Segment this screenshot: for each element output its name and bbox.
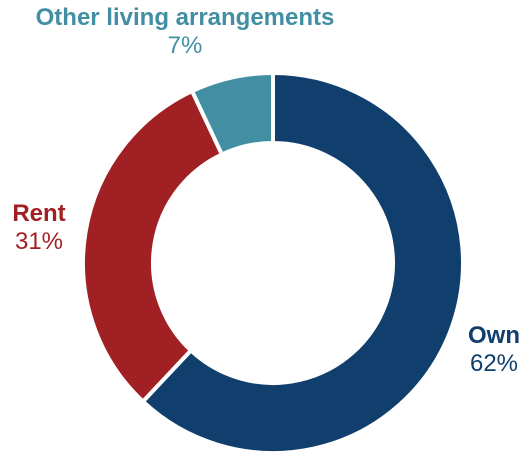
slice-value-own: 62% xyxy=(469,349,519,377)
slice-name-rent: Rent xyxy=(12,200,66,227)
donut-slice-own xyxy=(140,70,465,452)
donut-slice-other xyxy=(189,70,275,158)
donut-slice-rent xyxy=(81,88,225,405)
slice-value-other: 7% xyxy=(167,31,203,59)
slice-label-other: Other living arrangements 7% xyxy=(0,4,370,59)
slice-value-rent: 31% xyxy=(14,227,64,255)
slice-name-other: Other living arrangements xyxy=(35,4,335,31)
slice-label-own: Own 62% xyxy=(462,322,526,377)
slice-label-rent: Rent 31% xyxy=(4,200,74,255)
slice-name-own: Own xyxy=(468,322,520,349)
